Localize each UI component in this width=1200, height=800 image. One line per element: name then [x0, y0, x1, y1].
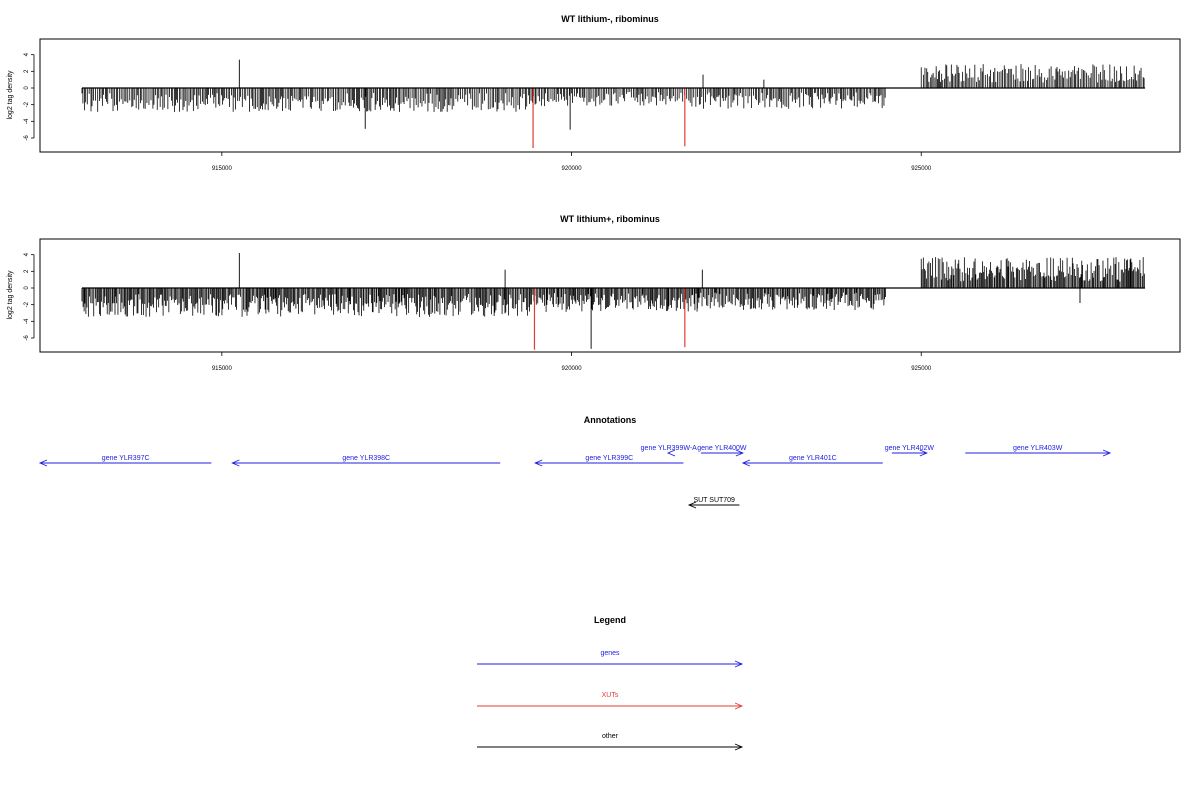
x-tick-label: 925000 [911, 366, 932, 372]
legend-item-label: other [602, 733, 619, 740]
feature-arrowhead [534, 459, 543, 467]
feature-label: gene YLR403W [1013, 445, 1063, 452]
y-tick-label: 4 [24, 52, 30, 56]
y-tick-label: 2 [24, 69, 30, 73]
y-tick-label: -4 [24, 318, 30, 324]
plot-frame [39, 38, 1181, 153]
feature-label: gene YLR399W-A [641, 445, 697, 452]
feature-label: gene YLR397C [102, 455, 150, 462]
feature-arrowhead [741, 459, 751, 467]
y-tick-label: -6 [24, 135, 30, 141]
feature-arrowhead [687, 501, 697, 509]
feature-arrowhead [919, 449, 928, 457]
legend-arrowhead [734, 743, 744, 751]
x-tick-label: 915000 [212, 366, 233, 372]
y-axis-label: log2 tag density [7, 70, 14, 120]
feature-arrowhead [38, 459, 48, 467]
feature-label: gene YLR402W [885, 445, 935, 452]
y-tick-label: 2 [24, 269, 30, 273]
y-tick-label: -6 [24, 335, 30, 341]
feature-label: gene YLR401C [789, 455, 837, 462]
y-tick-label: -2 [24, 301, 30, 307]
y-tick-label: 0 [24, 286, 30, 290]
feature-label: gene YLR398C [342, 455, 390, 462]
x-tick-label: 915000 [212, 166, 233, 172]
panel-title: WT lithium+, ribominus [560, 214, 660, 224]
y-axis: -6 -4 -2 0 2 4 [24, 52, 35, 141]
feature-arrowhead [231, 459, 240, 467]
x-tick-label: 920000 [562, 166, 583, 172]
feature-arrowhead [1102, 449, 1112, 457]
x-axis: 915000 920000 925000 [212, 152, 932, 172]
legend-arrowhead [734, 660, 744, 668]
bar-track [81, 59, 1146, 148]
feature-label: gene YLR400W [697, 445, 747, 452]
legend-item-label: genes [600, 650, 620, 657]
legend-arrowhead [734, 702, 744, 710]
y-tick-label: -4 [24, 118, 30, 124]
y-axis: -6 -4 -2 0 2 4 [24, 252, 35, 341]
legend-title: Legend [594, 615, 626, 625]
y-tick-label: 0 [24, 86, 30, 90]
x-tick-label: 925000 [911, 166, 932, 172]
y-axis-label: log2 tag density [7, 270, 14, 320]
y-tick-label: -2 [24, 101, 30, 107]
y-tick-label: 4 [24, 252, 30, 256]
bar-track [81, 253, 1146, 350]
x-tick-label: 920000 [562, 366, 583, 372]
panel-title: WT lithium-, ribominus [561, 14, 659, 24]
annotations-track: Annotations gene YLR397C gene YLR398C gene… [38, 415, 1112, 509]
legend: Legend genes XUTs other [477, 615, 744, 751]
feature-arrowhead [666, 449, 676, 457]
legend-item-label: XUTs [602, 692, 619, 699]
legend-items: genes XUTs other [477, 650, 744, 751]
annotations-title: Annotations [584, 415, 637, 425]
feature-label: gene YLR399C [585, 455, 633, 462]
feature-arrowhead [735, 449, 745, 457]
feature-list: gene YLR397C gene YLR398C gene YLR399C gene… [38, 445, 1112, 509]
x-axis: 915000 920000 925000 [212, 352, 932, 372]
plot-frame [39, 238, 1181, 353]
feature-label: SUT SUT709 [693, 497, 735, 504]
